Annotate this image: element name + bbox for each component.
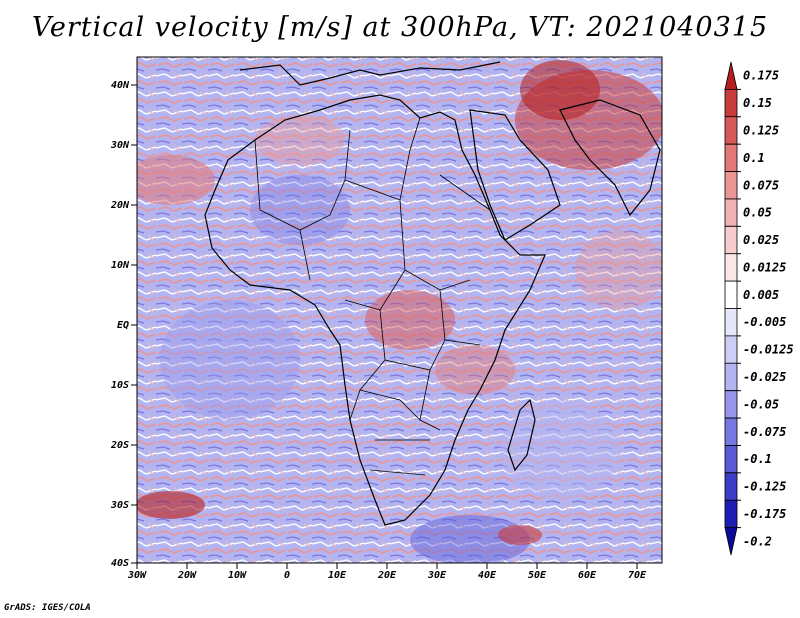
colorbar-swatch: [724, 417, 738, 446]
colorbar-swatch: [724, 253, 738, 282]
colorbar-label: -0.0125: [743, 343, 794, 357]
colorbar-label: 0.15: [743, 96, 772, 110]
colorbar-label: 0.075: [743, 178, 779, 192]
colorbar-label: 0.175: [743, 69, 779, 83]
lat-tick-label: 30N: [110, 140, 130, 151]
colorbar: 0.175 0.15 0.125 0.1 0.075 0.05 0.025 0.0125 0.0…: [724, 61, 794, 556]
colorbar-swatch: [724, 390, 738, 419]
colorbar-swatch: [724, 225, 738, 255]
chart-title: Vertical velocity [m/s] at 300hPa, VT: 2…: [31, 12, 769, 43]
colorbar-swatch: [724, 198, 738, 227]
colorbar-label: -0.1: [743, 452, 772, 466]
colorbar-swatch: [724, 445, 738, 474]
colorbar-swatch: [724, 88, 738, 118]
latitude-axis: 40N 30N 20N 10N EQ 10S 20S 30S 40S: [110, 80, 137, 569]
lon-tick-label: 50E: [528, 570, 547, 581]
colorbar-swatch: [724, 362, 738, 392]
lon-tick-label: 20E: [377, 570, 397, 581]
colorbar-swatch: [724, 116, 738, 145]
lat-tick-label: 10S: [111, 380, 129, 391]
colorbar-label: 0.05: [743, 206, 772, 220]
colorbar-swatch: [724, 472, 738, 501]
colorbar-label: 0.025: [743, 233, 779, 247]
colorbar-label: 0.005: [743, 288, 779, 302]
colorbar-label: 0.125: [743, 123, 779, 137]
velocity-field: [137, 57, 662, 563]
colorbar-label: -0.2: [743, 534, 772, 548]
lon-tick-label: 30E: [427, 570, 447, 581]
colorbar-label: -0.175: [743, 507, 786, 521]
lon-tick-label: 10E: [328, 570, 347, 581]
colorbar-swatch: [724, 143, 738, 172]
lon-tick-label: 0: [284, 570, 290, 581]
plot-frame: [136, 56, 663, 564]
lat-tick-label: 40N: [111, 80, 130, 91]
lon-tick-label: 10W: [228, 570, 247, 581]
lon-tick-label: 70E: [628, 570, 647, 581]
colorbar-swatch: [724, 171, 738, 200]
colorbar-swatch: [724, 61, 738, 90]
colorbar-swatch: [724, 308, 738, 337]
grads-credit: GrADS: IGES/COLA: [4, 603, 91, 613]
longitude-axis: 30W 20W 10W 0 10E 20E 30E 40E 50E 60E 70E: [127, 563, 647, 581]
colorbar-swatch: [724, 335, 738, 364]
lat-tick-label: EQ: [117, 320, 129, 331]
colorbar-swatch: [724, 280, 738, 309]
lat-tick-label: 30S: [110, 500, 129, 511]
colorbar-label: 0.1: [743, 151, 765, 165]
lat-tick-label: 40S: [111, 558, 129, 569]
colorbar-swatch: [724, 527, 738, 556]
colorbar-label: -0.005: [743, 315, 786, 329]
colorbar-label: -0.025: [743, 370, 786, 384]
colorbar-label: 0.0125: [743, 260, 786, 274]
colorbar-label: -0.125: [743, 480, 786, 494]
lon-tick-label: 30W: [127, 570, 147, 581]
coastlines: [204, 61, 661, 526]
lon-tick-label: 20W: [177, 570, 197, 581]
colorbar-label: -0.075: [743, 425, 786, 439]
lon-tick-label: 60E: [578, 570, 597, 581]
colorbar-label: -0.05: [743, 397, 779, 411]
lon-tick-label: 40E: [478, 570, 497, 581]
country-borders: [254, 117, 491, 476]
lat-tick-label: 20N: [110, 200, 130, 211]
colorbar-swatch: [724, 499, 738, 529]
lat-tick-label: 20S: [110, 440, 129, 451]
lat-tick-label: 10N: [111, 260, 130, 271]
